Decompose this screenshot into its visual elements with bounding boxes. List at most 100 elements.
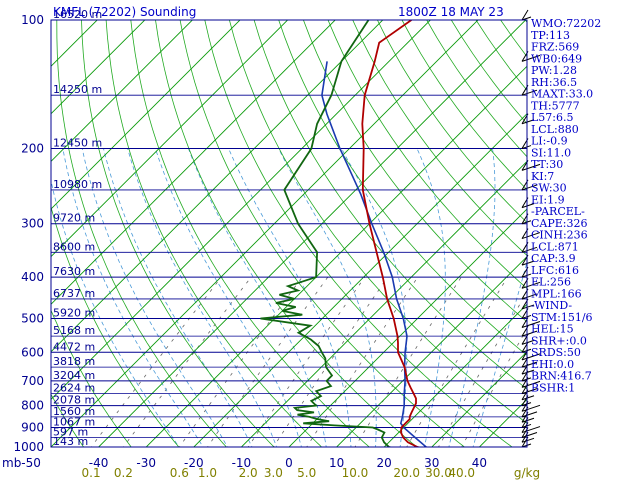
isotherm-line <box>335 255 527 447</box>
x-axis-start-label: mb-50 <box>2 456 41 470</box>
temperature-tick-label: -20 <box>184 456 204 470</box>
mixing-ratio-label: 5.0 <box>297 466 316 480</box>
isotherm-line <box>51 20 146 115</box>
sounding-index: EHI:0.0 <box>531 358 574 371</box>
dry-adiabat-line <box>179 20 466 447</box>
temperature-trace-line <box>361 20 422 447</box>
sounding-index: SI:11.0 <box>531 146 571 159</box>
sounding-index: CINH:236 <box>531 229 588 242</box>
isotherm-line <box>383 303 527 447</box>
temperature-tick-label: -40 <box>89 456 109 470</box>
temperature-tick-label: 10 <box>329 456 344 470</box>
height-label: 14250 m <box>53 83 102 96</box>
dry-adiabat-line <box>51 309 132 447</box>
height-label: 143 m <box>53 435 88 448</box>
dry-adiabat-line <box>56 20 227 447</box>
mixing-ratio-line <box>272 276 388 447</box>
dry-adiabat-line <box>352 20 527 257</box>
sounding-index: FRZ:569 <box>531 41 579 54</box>
sounding-index: BSHR:1 <box>531 381 575 394</box>
height-label: 5168 m <box>53 324 95 337</box>
height-label: 597 m <box>53 425 88 438</box>
pressure-axis-labels: 100 200 300 400 500 600 700 800 900 1000 <box>13 13 44 454</box>
moist-adiabat-line <box>472 260 527 447</box>
sounding-indices-panel: WMO:72202TP:113FRZ:569WB0:649PW:1.28RH:3… <box>531 17 601 394</box>
pressure-label: 700 <box>21 374 44 388</box>
sounding-index: EL:256 <box>531 276 571 289</box>
moist-adiabat-line <box>155 148 302 447</box>
sounding-index: WMO:72202 <box>531 17 601 30</box>
height-label: 7630 m <box>53 265 95 278</box>
isotherm-line <box>51 20 289 258</box>
temperature-tick-label: 40 <box>472 456 487 470</box>
sounding-index: LI:-0.9 <box>531 135 568 148</box>
height-label: 1560 m <box>53 405 95 418</box>
pressure-label: 900 <box>21 420 44 434</box>
pressure-label: 400 <box>21 270 44 284</box>
sounding-index: CAP:3.9 <box>531 252 576 265</box>
sounding-index: LCL:880 <box>531 123 579 136</box>
isotherm-line <box>51 20 479 447</box>
mixing-ratio-label: 30.0 <box>425 466 452 480</box>
sounding-index: TP:113 <box>531 29 570 42</box>
mixing-ratio-label: 3.0 <box>264 466 283 480</box>
isotherm-line <box>288 208 527 447</box>
dry-adiabat-line <box>303 20 527 323</box>
height-label: 9720 m <box>53 212 95 225</box>
mixing-ratio-label: 1.0 <box>198 466 217 480</box>
sounding-index: CAPE:326 <box>531 217 588 230</box>
sounding-index: WB0:649 <box>531 52 582 65</box>
moist-adiabat-line <box>127 148 278 447</box>
pressure-label: 100 <box>21 13 44 27</box>
mixing-ratio-line <box>406 276 508 447</box>
height-label: 2078 m <box>53 394 95 407</box>
isotherms <box>51 20 527 447</box>
sounding-index: EI:1.9 <box>531 193 565 206</box>
height-label: 8600 m <box>53 240 95 253</box>
dry-adiabat-line <box>377 20 527 224</box>
isotherm-line <box>193 113 527 447</box>
isotherm-line <box>431 351 527 447</box>
height-label: 1067 m <box>53 415 95 428</box>
height-label: 3204 m <box>53 369 95 382</box>
station-title: KMFL (72202) Sounding <box>53 5 196 19</box>
dry-adiabat-line <box>81 20 275 447</box>
height-label: 2624 m <box>53 382 95 395</box>
isotherm-line <box>240 160 527 447</box>
sounding-index: RH:36.5 <box>531 76 577 89</box>
mixing-ratio-line <box>207 276 329 447</box>
height-label: 10980 m <box>53 178 102 191</box>
dry-adiabat-line <box>229 20 527 424</box>
sounding-index: MPL:166 <box>531 287 582 300</box>
mixing-ratio-label: 10.0 <box>342 466 369 480</box>
moist-adiabat-line <box>62 148 204 447</box>
moist-adiabat-line <box>103 148 253 447</box>
height-label: 12450 m <box>53 137 102 150</box>
moist-adiabat-line <box>51 178 180 447</box>
sounding-index: SHR+:0.0 <box>531 334 587 347</box>
sounding-index: TH:5777 <box>531 99 580 112</box>
sounding-index: SRDS:50 <box>531 346 581 359</box>
height-label: 16520 m <box>53 8 102 21</box>
profile-traces <box>260 20 428 447</box>
isotherm-line <box>51 20 432 401</box>
isotherm-line <box>145 65 527 447</box>
pressure-label: 500 <box>21 311 44 325</box>
dry-adiabat-line <box>327 20 527 290</box>
isobars <box>51 20 527 447</box>
sounding-time: 1800Z 18 MAY 23 <box>398 5 504 19</box>
sounding-index: LCL:871 <box>531 240 579 253</box>
dry-adiabat-line <box>51 205 180 447</box>
isotherm-line <box>51 20 241 210</box>
mixing-ratio-line <box>306 276 419 447</box>
pressure-label: 600 <box>21 345 44 359</box>
sounding-index: TT:30 <box>531 158 563 171</box>
temperature-tick-label: 20 <box>377 456 392 470</box>
pressure-label: 800 <box>21 399 44 413</box>
plot-frame <box>50 19 528 448</box>
mixing-ratio-line <box>247 276 366 447</box>
height-labels: 16520 m 14250 m 12450 m 10980 m 9720 m 8600 m… <box>53 8 102 448</box>
mixing-ratio-label: 20.0 <box>393 466 420 480</box>
mixing-ratio-label: 0.1 <box>82 466 101 480</box>
sounding-index: HEL:15 <box>531 323 574 336</box>
